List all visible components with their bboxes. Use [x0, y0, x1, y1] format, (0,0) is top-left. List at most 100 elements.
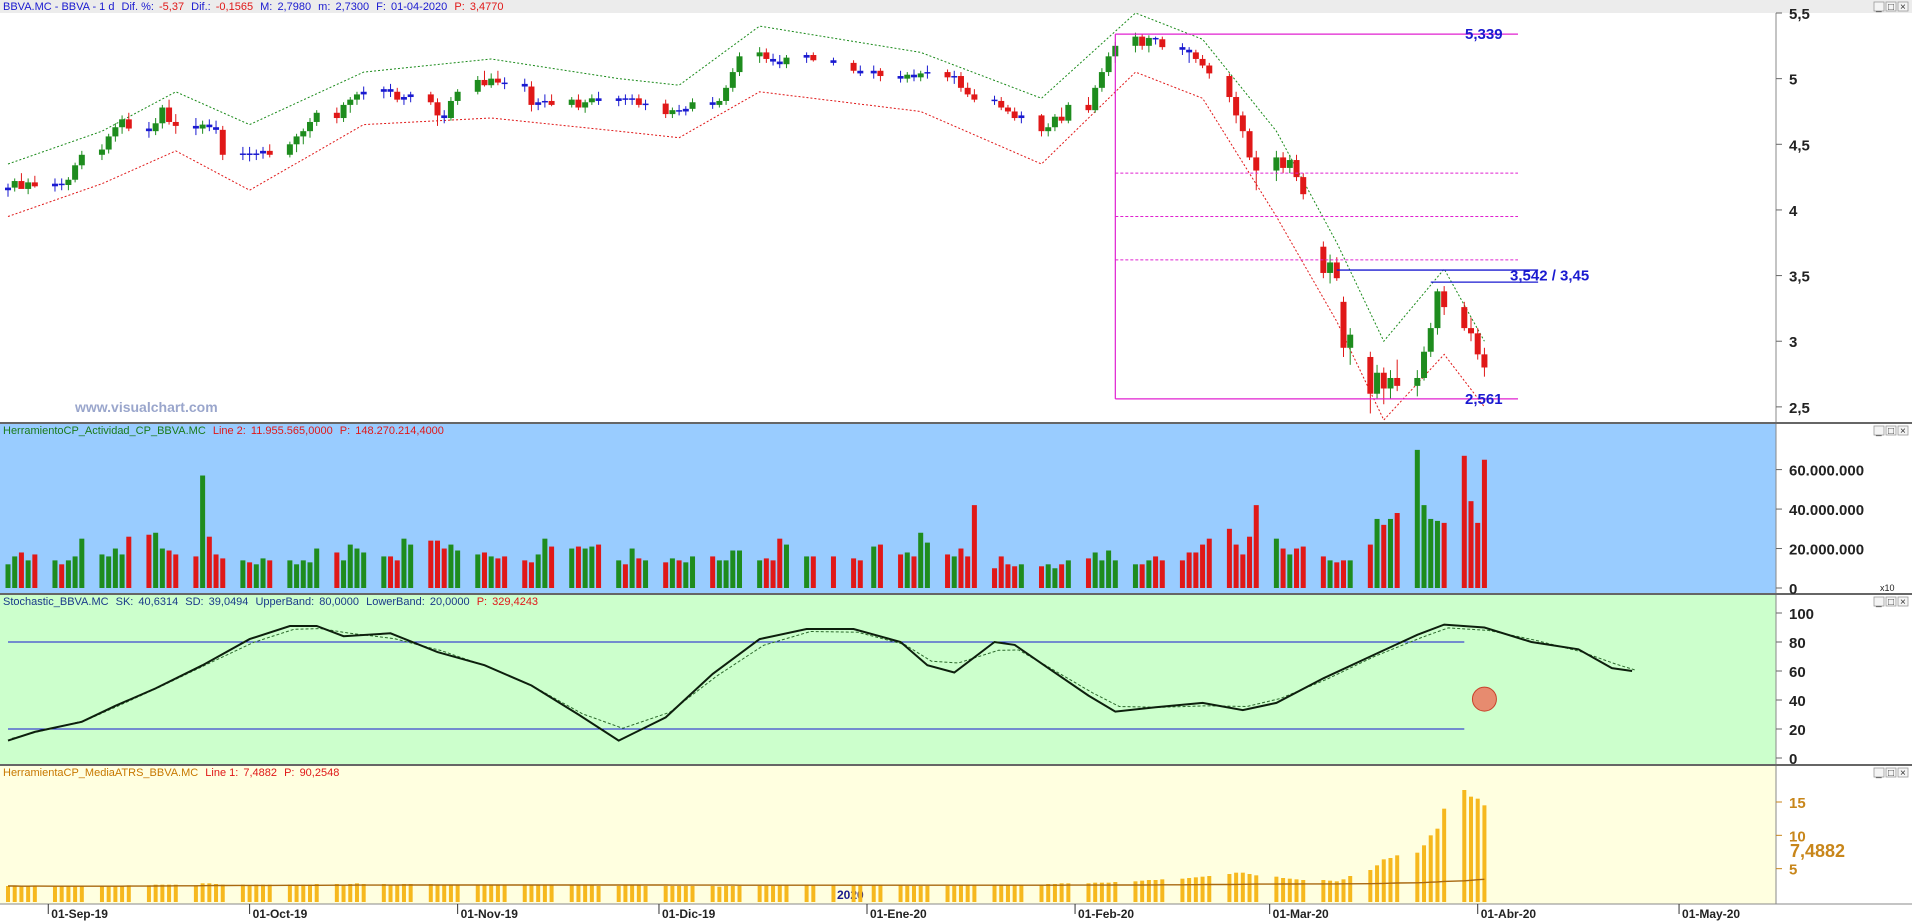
- candle: [427, 91, 434, 105]
- candle: [481, 70, 488, 87]
- volume-bar: [475, 554, 481, 588]
- window-control-button: [1873, 1, 1885, 12]
- candle-body: [306, 121, 313, 132]
- candle-body: [1038, 115, 1045, 132]
- volume-bar: [381, 556, 387, 588]
- candle-body: [18, 181, 25, 189]
- candle: [830, 57, 837, 66]
- atr-bar: [66, 886, 71, 902]
- atr-bar: [1193, 877, 1198, 902]
- window-control-button: [1873, 767, 1885, 778]
- candle: [380, 86, 387, 99]
- time-axis-tick: 01-Ene-20: [870, 907, 927, 921]
- atr-bar: [395, 884, 400, 902]
- window-controls[interactable]: _ □ × _ □ × _ □ × _ □ ×: [1873, 1, 1909, 779]
- atr-bar: [19, 886, 24, 902]
- candle: [1145, 35, 1152, 53]
- volume-bar: [616, 560, 622, 588]
- candle-body: [991, 99, 998, 102]
- candle-body: [447, 100, 454, 119]
- atr-bar: [455, 884, 460, 902]
- candle-body: [1468, 328, 1475, 334]
- stochastic-axis-tick: 100: [1789, 606, 1814, 623]
- candle-body: [347, 99, 354, 105]
- candle-body: [65, 179, 72, 185]
- candle-body: [528, 86, 535, 105]
- window-control-glyph: □: [1888, 597, 1894, 608]
- volume-bar: [770, 560, 776, 588]
- stochastic-sd-line: [11, 627, 1637, 739]
- volume-bar: [441, 548, 447, 588]
- candle: [1058, 107, 1065, 124]
- atr-bar: [267, 884, 272, 902]
- volume-bar: [334, 552, 340, 588]
- atr-bar: [388, 884, 393, 902]
- window-control-glyph: □: [1888, 768, 1894, 779]
- volume-bar: [495, 558, 501, 588]
- candle: [447, 97, 454, 121]
- candle-body: [5, 187, 11, 191]
- candle: [1434, 288, 1441, 335]
- atr-bar: [73, 886, 78, 902]
- volume-bar: [247, 562, 253, 588]
- time-axis-tick: 01-Nov-19: [461, 907, 519, 921]
- candle: [676, 104, 683, 116]
- volume-bar: [1280, 548, 1286, 588]
- candle: [18, 173, 25, 189]
- price-axis-tick: 4,5: [1789, 137, 1810, 154]
- volume-bar: [1387, 518, 1393, 588]
- atr-bar: [214, 884, 219, 902]
- volume-plot: [5, 449, 1487, 588]
- candle: [1246, 128, 1253, 161]
- candle-body: [474, 79, 481, 92]
- candle: [756, 47, 763, 63]
- window-control-button: [1897, 425, 1909, 436]
- atr-panel-header: HerramientaCP_MediaATRS_BBVA.MC Line 1: …: [3, 767, 339, 779]
- price-axis-tick: 5: [1789, 72, 1797, 89]
- atr-bar: [207, 883, 212, 902]
- atr-bar: [482, 884, 487, 902]
- volume-bar: [294, 564, 300, 588]
- candle: [682, 106, 689, 116]
- candle: [1226, 73, 1233, 103]
- candle: [1280, 152, 1287, 174]
- atr-bar: [489, 884, 494, 902]
- candle: [1293, 154, 1300, 182]
- atr-bar: [958, 885, 963, 902]
- candle: [1441, 286, 1448, 315]
- candle-body: [548, 100, 555, 105]
- candle: [1085, 97, 1092, 113]
- volume-bar: [971, 505, 977, 588]
- volume-bar: [1045, 564, 1051, 588]
- atr-bar: [1066, 883, 1071, 902]
- volume-bar: [1059, 564, 1065, 588]
- atr-bar: [173, 884, 178, 902]
- candle: [1273, 150, 1280, 182]
- candle: [1199, 55, 1206, 69]
- atr-bar: [710, 886, 715, 902]
- atr-bar: [972, 884, 977, 902]
- atr-bar: [79, 886, 84, 902]
- volume-panel-bg: [0, 424, 1776, 593]
- atr-bar: [536, 884, 541, 902]
- volume-bar: [1381, 524, 1387, 588]
- candle: [642, 99, 649, 111]
- volume-bar: [307, 562, 313, 588]
- candle-body: [1286, 160, 1293, 168]
- candle-body: [1427, 328, 1434, 352]
- candle-body: [803, 55, 810, 58]
- candle-body: [1320, 246, 1327, 273]
- candle-body: [400, 97, 407, 100]
- atr-bar: [670, 886, 675, 902]
- volume-bar: [1132, 564, 1138, 588]
- low-level-label: 2,561: [1465, 391, 1503, 408]
- volume-bar: [663, 562, 669, 588]
- volume-bar: [314, 548, 320, 588]
- atr-bar: [757, 886, 762, 902]
- volume-bar: [1186, 552, 1192, 588]
- candle: [488, 73, 495, 88]
- candle-body: [25, 182, 32, 189]
- candle-body: [501, 82, 508, 85]
- atr-bar: [1187, 878, 1192, 902]
- candle-body: [917, 73, 924, 78]
